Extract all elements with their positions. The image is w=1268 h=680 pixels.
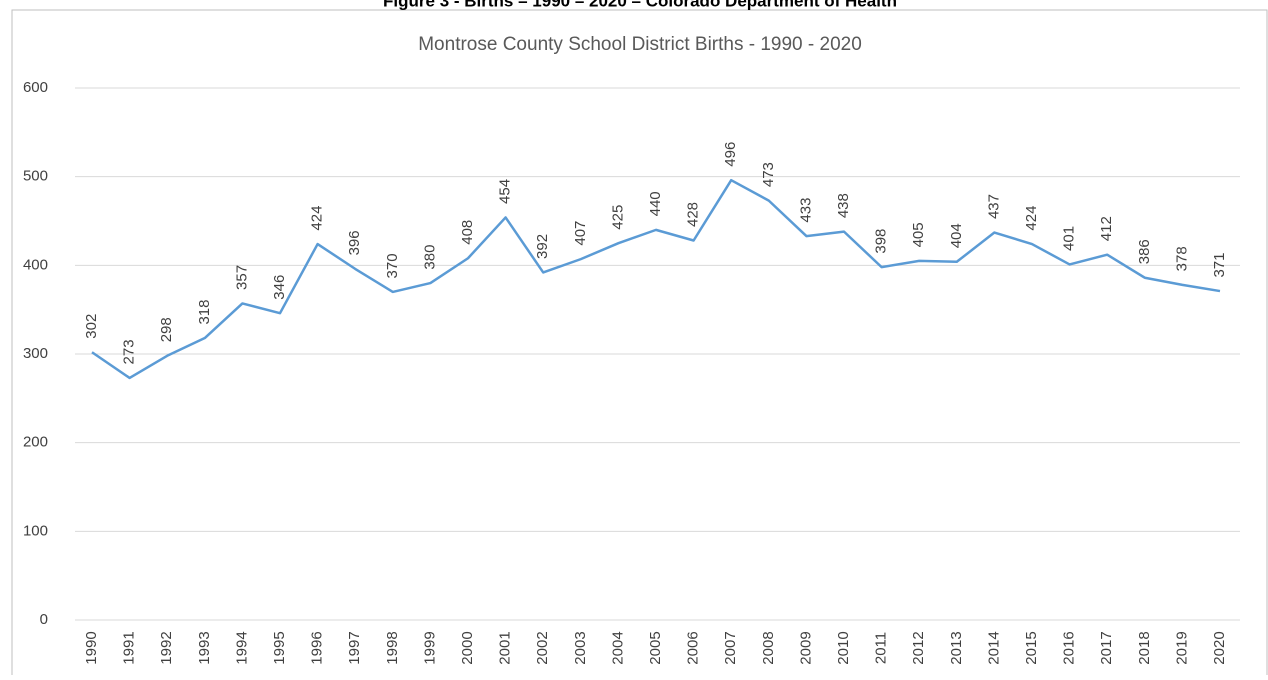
- data-label: 273: [121, 339, 138, 364]
- chart-border: [11, 9, 1268, 680]
- y-tick-label: 0: [40, 611, 48, 628]
- y-tick-label: 200: [23, 434, 48, 451]
- data-label: 401: [1061, 226, 1078, 251]
- data-label: 412: [1098, 216, 1115, 241]
- x-tick-label: 2013: [948, 631, 965, 664]
- data-label: 407: [572, 221, 589, 246]
- data-label: 318: [196, 300, 213, 325]
- data-label: 346: [271, 275, 288, 300]
- data-label: 396: [346, 230, 363, 255]
- data-label: 371: [1211, 253, 1228, 278]
- data-label: 454: [497, 179, 514, 204]
- x-tick-label: 2014: [985, 631, 1002, 664]
- data-label: 392: [534, 234, 551, 259]
- x-tick-label: 2010: [835, 631, 852, 664]
- y-tick-label: 600: [23, 79, 48, 96]
- x-tick-label: 1998: [384, 631, 401, 664]
- x-tick-label: 1991: [121, 631, 138, 664]
- x-tick-label: 2020: [1211, 631, 1228, 664]
- data-label: 473: [760, 162, 777, 187]
- figure-caption: Figure 3 - Births – 1990 – 2020 – Colora…: [383, 0, 897, 10]
- y-tick-label: 100: [23, 522, 48, 539]
- x-tick-label: 2018: [1136, 631, 1153, 664]
- data-label: 424: [1023, 206, 1040, 231]
- x-tick-label: 2004: [609, 631, 626, 664]
- x-tick-label: 1994: [233, 631, 250, 664]
- x-tick-label: 1993: [196, 631, 213, 664]
- y-tick-label: 400: [23, 256, 48, 273]
- data-label: 386: [1136, 239, 1153, 264]
- x-tick-label: 1997: [346, 631, 363, 664]
- data-label: 424: [309, 206, 326, 231]
- data-label: 428: [685, 202, 702, 227]
- x-tick-label: 2000: [459, 631, 476, 664]
- x-tick-label: 2002: [534, 631, 551, 664]
- data-label: 398: [873, 229, 890, 254]
- data-label: 408: [459, 220, 476, 245]
- x-tick-label: 2016: [1061, 631, 1078, 664]
- y-tick-label: 300: [23, 345, 48, 362]
- x-tick-label: 1992: [158, 631, 175, 664]
- x-tick-label: 2017: [1098, 631, 1115, 664]
- x-tick-label: 2011: [873, 632, 890, 664]
- x-tick-label: 2019: [1173, 631, 1190, 664]
- x-tick-label: 2012: [910, 631, 927, 664]
- y-tick-label: 500: [23, 168, 48, 185]
- x-tick-label: 1995: [271, 631, 288, 664]
- x-tick-label: 2003: [572, 631, 589, 664]
- data-label: 433: [797, 198, 814, 223]
- x-tick-label: 2005: [647, 631, 664, 664]
- x-tick-label: 1999: [421, 631, 438, 664]
- data-label: 425: [609, 205, 626, 230]
- data-label: 440: [647, 191, 664, 216]
- data-label: 404: [948, 223, 965, 248]
- x-tick-label: 2008: [760, 631, 777, 664]
- line: [91, 178, 1221, 380]
- data-label: 405: [910, 222, 927, 247]
- x-tick-label: 2015: [1023, 631, 1040, 664]
- data-label: 438: [835, 193, 852, 218]
- data-label: 298: [158, 317, 175, 342]
- data-label: 302: [83, 314, 100, 339]
- x-tick-label: 1996: [309, 631, 326, 664]
- x-tick-label: 2001: [497, 631, 514, 664]
- data-label: 378: [1173, 246, 1190, 271]
- data-label: 437: [985, 194, 1002, 219]
- x-tick-label: 2009: [797, 631, 814, 664]
- data-label: 496: [722, 142, 739, 167]
- chart-title: Montrose County School District Births -…: [418, 34, 862, 55]
- x-tick-label: 1990: [83, 631, 100, 664]
- data-label: 357: [233, 265, 250, 290]
- x-tick-label: 2007: [722, 631, 739, 664]
- data-label: 370: [384, 253, 401, 278]
- data-label: 380: [421, 245, 438, 270]
- x-tick-label: 2006: [685, 631, 702, 664]
